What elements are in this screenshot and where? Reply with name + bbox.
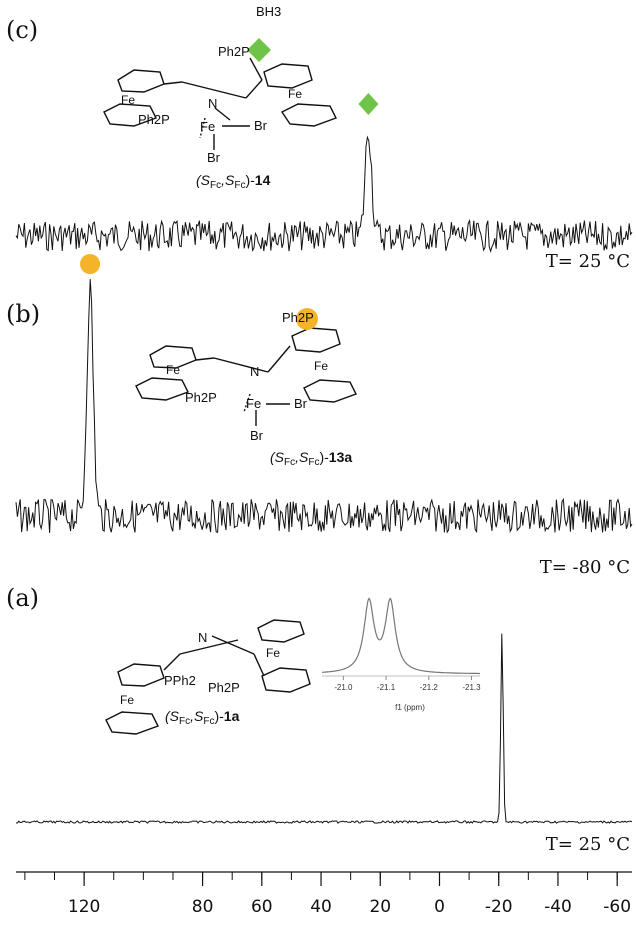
compound-13a-structure — [136, 328, 356, 426]
cp-ring-right-lower — [282, 104, 336, 126]
x-tick-label: 0 — [434, 897, 445, 917]
ph2p-label: Ph2P — [208, 680, 240, 695]
x-tick-label: 40 — [310, 897, 332, 917]
n-atom-label: N — [208, 96, 217, 111]
br-label-2: Br — [207, 150, 221, 165]
spectrum-trace-c — [16, 137, 632, 251]
inset-tick-label: -21.2 — [420, 683, 439, 692]
temperature-label-a: T= 25 °C — [546, 834, 630, 855]
fe-label-1: Fe — [120, 693, 134, 707]
cp-ring-right-upper — [264, 64, 312, 88]
x-tick-label: -40 — [544, 897, 572, 917]
x-tick-label: 120 — [68, 897, 100, 917]
x-axis: 120 80 60 40 20 0 -20 -40 -60 — [16, 872, 632, 917]
compound-14-label: (SFc,SFc)-14 — [196, 172, 271, 191]
n-atom-label: N — [198, 630, 207, 645]
panel-a-letter: (a) — [6, 584, 39, 612]
cp-ring-left-lower — [106, 712, 158, 734]
x-tick-label: 60 — [251, 897, 273, 917]
temperature-label-b: T= -80 °C — [540, 557, 630, 578]
fe-label-1: Fe — [121, 93, 135, 107]
ph2p-top-label: Ph2P — [282, 310, 314, 325]
peak-markers-b — [80, 254, 100, 274]
spectrum-trace-b — [16, 279, 632, 533]
panel-b: (b) T= -80 °C Ph2P N Fe Fe Fe Ph2P Br Br… — [6, 254, 632, 578]
panel-c-letter: (c) — [6, 16, 38, 44]
bh3-label: BH3 — [256, 4, 281, 19]
fe-label-2: Fe — [288, 87, 302, 101]
cp-ring-right-top — [258, 620, 304, 642]
x-tick-label: -60 — [603, 897, 631, 917]
inset-zoom: -21.0 -21.1 -21.2 -21.3 f1 (ppm) — [322, 599, 481, 713]
pph2-label: PPh2 — [164, 673, 196, 688]
compound-14-structure — [104, 58, 336, 150]
cp-ring-right-lower — [262, 668, 310, 692]
inset-ticks: -21.0 -21.1 -21.2 -21.3 — [334, 676, 481, 692]
x-tick-label: 20 — [369, 897, 391, 917]
n-atom-label: N — [250, 364, 259, 379]
inset-x-label: f1 (ppm) — [395, 703, 425, 712]
peak-marker-diamond — [358, 93, 378, 115]
br-label-1: Br — [254, 118, 268, 133]
temperature-label-c: T= 25 °C — [546, 251, 630, 272]
cp-ring-left-upper — [118, 70, 164, 92]
fe-center-label: Fe — [246, 396, 261, 411]
cp-ring-left-upper — [118, 664, 164, 686]
inset-tick-label: -21.1 — [377, 683, 396, 692]
ph2p-label: Ph2P — [138, 112, 170, 127]
br-label-2: Br — [250, 428, 264, 443]
compound-1a-label: (SFc,SFc)-1a — [165, 708, 240, 727]
x-tick-label: -20 — [485, 897, 513, 917]
panel-a: (a) T= 25 °C N Fe Fe PPh2 Ph2P (SFc,SFc)… — [6, 584, 632, 855]
peak-marker-circle — [80, 254, 100, 274]
cp-ring-right-upper — [292, 328, 340, 352]
inset-trace — [322, 599, 480, 674]
fe-label-2: Fe — [266, 646, 280, 660]
x-tick-label: 80 — [192, 897, 214, 917]
peak-markers-c — [358, 93, 378, 115]
cp-ring-left-lower — [136, 378, 188, 400]
panel-b-letter: (b) — [6, 300, 40, 328]
cp-ring-right-lower — [304, 380, 356, 402]
inset-tick-label: -21.0 — [334, 683, 353, 692]
fe-label-2: Fe — [314, 359, 328, 373]
ph2p-top-label: Ph2P — [218, 44, 250, 59]
compound-13a-label: (SFc,SFc)-13a — [270, 449, 352, 468]
inset-tick-label: -21.3 — [462, 683, 481, 692]
fe-center-label: Fe — [200, 119, 215, 134]
br-label-1: Br — [294, 396, 308, 411]
spectrum-trace-a — [16, 634, 632, 824]
ph2p-label: Ph2P — [185, 390, 217, 405]
panel-c: (c) T= 25 °C BH3 Ph2P N Fe Fe Fe Ph2P Br — [6, 4, 632, 272]
fe-label-1: Fe — [166, 363, 180, 377]
